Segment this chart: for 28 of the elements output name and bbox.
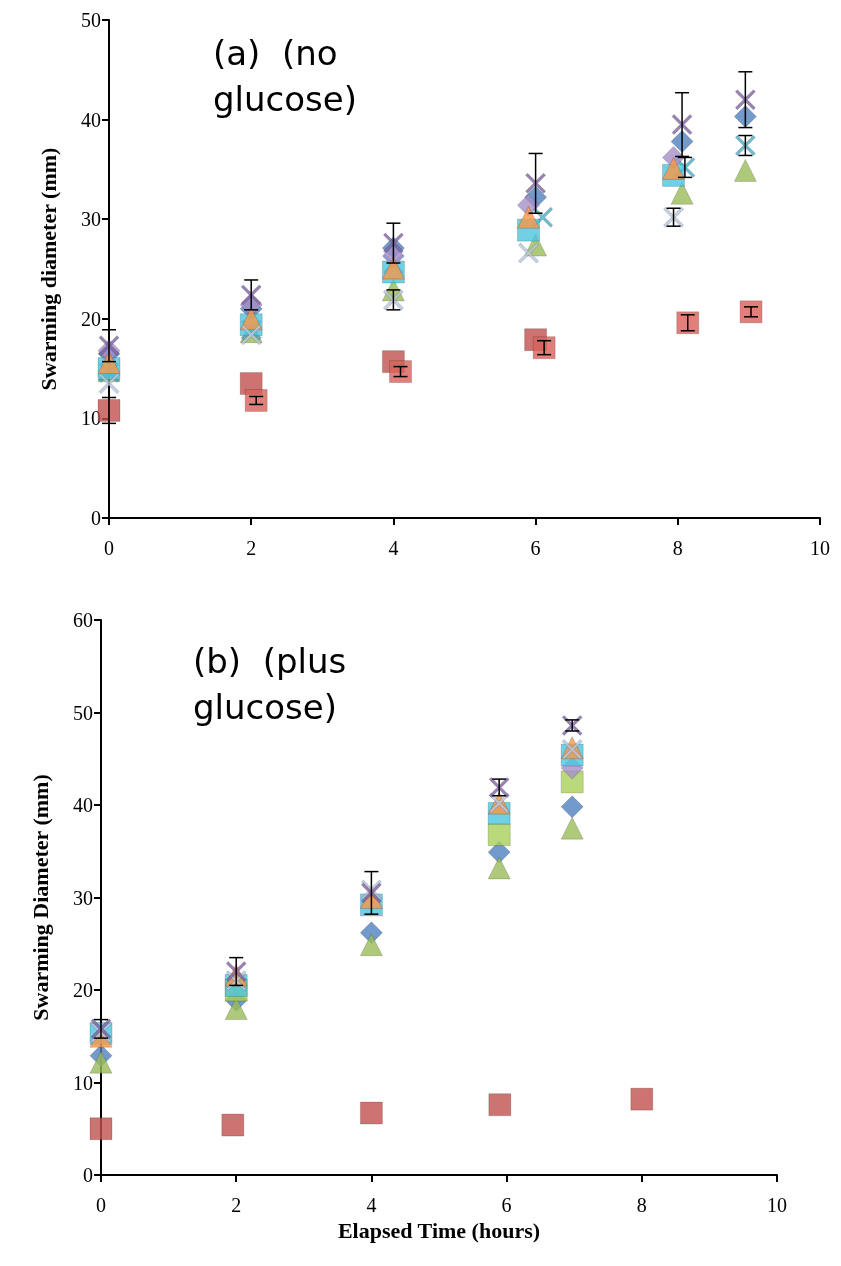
y-tick-label: 20 bbox=[73, 979, 93, 1001]
annotation: (a) (no glucose) bbox=[213, 33, 357, 119]
y-tick-label: 50 bbox=[81, 9, 101, 31]
annotation: (b) (plus glucose) bbox=[193, 641, 347, 727]
x-tick-label: 2 bbox=[246, 537, 257, 559]
x-tick-label: 6 bbox=[530, 537, 541, 559]
x-tick-label: 8 bbox=[672, 537, 683, 559]
x-tick-label: 10 bbox=[810, 537, 830, 559]
x-tick-label: 4 bbox=[366, 1194, 377, 1216]
x-axis-title: Elapsed Time (hours) bbox=[337, 1218, 541, 1244]
x-tick-label: 2 bbox=[231, 1194, 242, 1216]
y-axis-title: Swarming Diameter (mm) bbox=[27, 774, 53, 1021]
y-tick-label: 10 bbox=[73, 1071, 93, 1094]
y-tick-label: 0 bbox=[91, 507, 101, 529]
y-tick-label: 30 bbox=[73, 886, 93, 909]
y-tick-label: 0 bbox=[83, 1164, 93, 1186]
y-tick-label: 40 bbox=[73, 794, 93, 816]
x-tick-label: 10 bbox=[767, 1194, 787, 1216]
y-tick-label: 40 bbox=[81, 108, 101, 131]
y-tick-label: 20 bbox=[81, 307, 101, 330]
x-tick-label: 8 bbox=[636, 1194, 647, 1216]
y-tick-label: 30 bbox=[81, 208, 101, 231]
y-axis-title: Swarming diameter (mm) bbox=[35, 147, 61, 391]
x-tick-label: 6 bbox=[501, 1194, 512, 1216]
y-tick-label: 60 bbox=[73, 609, 93, 631]
y-tick-label: 10 bbox=[81, 407, 101, 430]
y-tick-label: 50 bbox=[73, 701, 93, 724]
x-tick-label: 4 bbox=[388, 537, 399, 559]
